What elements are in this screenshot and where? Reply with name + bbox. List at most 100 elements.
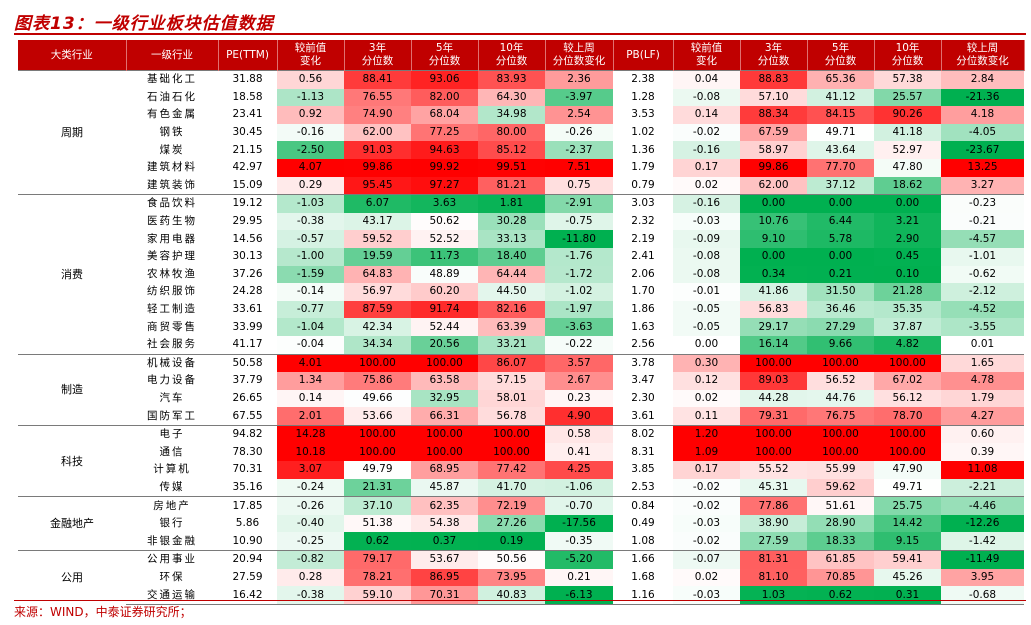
value-cell: 2.32 xyxy=(631,215,655,228)
value-cell: 37.79 xyxy=(232,374,263,387)
table-row: 钢铁 30.45 -0.16 62.00 77.25 80.00 -0.26 1.02 -0.0… xyxy=(18,123,1024,142)
industry-cell: 国防军工 xyxy=(147,409,197,422)
value-cell: 70.31 xyxy=(232,463,263,476)
table-row: 建筑装饰 15.09 0.29 95.45 97.27 81.21 0.75 0.79 0.02… xyxy=(18,176,1024,195)
industry-cell: 医药生物 xyxy=(147,215,197,228)
value-cell: 4.07 xyxy=(277,158,344,177)
value-cell: -0.08 xyxy=(673,265,740,284)
value-cell: 1.86 xyxy=(631,303,655,316)
value-cell: 67.59 xyxy=(740,123,807,142)
value-cell: -2.91 xyxy=(545,194,613,213)
value-cell: -0.26 xyxy=(277,496,344,515)
source-note: 来源：WIND，中泰证券研究所； xyxy=(14,605,192,619)
value-cell: 6.44 xyxy=(807,212,874,231)
value-cell: 49.71 xyxy=(874,478,941,497)
value-cell: 65.36 xyxy=(807,69,874,89)
value-cell: 3.27 xyxy=(941,176,1024,195)
value-cell: 58.97 xyxy=(740,141,807,159)
value-cell: 5.78 xyxy=(807,230,874,248)
value-cell: 0.34 xyxy=(740,265,807,284)
value-cell: 62.00 xyxy=(344,123,411,142)
value-cell: 0.10 xyxy=(874,265,941,284)
value-cell: 100.00 xyxy=(807,424,874,444)
value-cell: 9.66 xyxy=(807,335,874,354)
value-cell: 27.29 xyxy=(807,318,874,336)
value-cell: 0.56 xyxy=(277,69,344,89)
value-cell: 30.45 xyxy=(232,126,263,139)
value-cell: 72.19 xyxy=(478,496,545,515)
table-row: 制造 机械设备 50.58 4.01 100.00 100.00 86.07 3.57 3.78… xyxy=(18,353,1024,426)
value-cell: 0.75 xyxy=(545,176,613,195)
value-cell: 67.02 xyxy=(874,372,941,390)
value-cell: 1.79 xyxy=(631,161,655,174)
value-cell: -0.14 xyxy=(277,283,344,301)
value-cell: 100.00 xyxy=(740,443,807,462)
value-cell: 50.58 xyxy=(218,353,277,373)
value-cell: -0.03 xyxy=(673,586,740,605)
value-cell: -0.05 xyxy=(673,318,740,336)
table-row: 商贸零售 33.99 -1.04 42.34 52.44 63.39 -3.63 1.63 -0… xyxy=(18,318,1024,336)
value-cell: 0.21 xyxy=(545,568,613,587)
value-cell: 21.15 xyxy=(232,143,263,156)
value-cell: 3.03 xyxy=(613,194,673,213)
table-row: 美容护理 30.13 -1.00 19.59 11.73 18.40 -1.76 2.41 -0… xyxy=(18,247,1024,266)
value-cell: 100.00 xyxy=(411,443,478,462)
value-cell: -3.97 xyxy=(545,88,613,107)
value-cell: 38.90 xyxy=(740,514,807,533)
value-cell: 77.70 xyxy=(807,158,874,177)
industry-cell: 有色金属 xyxy=(147,108,197,121)
value-cell: 82.00 xyxy=(411,88,478,107)
value-cell: -1.00 xyxy=(277,247,344,266)
value-cell: 42.97 xyxy=(232,161,263,174)
value-cell: 50.62 xyxy=(411,212,478,231)
value-cell: 64.83 xyxy=(344,265,411,284)
value-cell: 42.34 xyxy=(344,318,411,336)
value-cell: 0.31 xyxy=(874,586,941,605)
value-cell: 70.31 xyxy=(411,586,478,605)
value-cell: 32.95 xyxy=(411,389,478,408)
value-cell: 17.85 xyxy=(218,496,277,515)
value-cell: -0.16 xyxy=(673,141,740,159)
value-cell: 0.79 xyxy=(631,178,655,191)
value-cell: 0.62 xyxy=(344,532,411,551)
value-cell: 0.19 xyxy=(478,532,545,551)
value-cell: 62.35 xyxy=(411,496,478,515)
table-row: 轻工制造 33.61 -0.77 87.59 91.74 82.16 -1.97 1.86 -0… xyxy=(18,300,1024,319)
header-cell: 一级行业 xyxy=(126,40,219,71)
table-row: 通信 78.30 10.18 100.00 100.00 100.00 0.41 8.31 1.… xyxy=(18,443,1024,462)
value-cell: -1.01 xyxy=(941,247,1024,266)
value-cell: -1.97 xyxy=(545,300,613,319)
value-cell: 2.56 xyxy=(631,338,655,351)
value-cell: 56.78 xyxy=(478,407,545,426)
value-cell: 47.90 xyxy=(874,461,941,479)
value-cell: 100.00 xyxy=(478,443,545,462)
value-cell: 55.52 xyxy=(740,461,807,479)
value-cell: -0.23 xyxy=(941,194,1024,213)
header-cell: 10年 分位数 xyxy=(874,40,942,71)
value-cell: -1.03 xyxy=(277,194,344,213)
value-cell: 76.55 xyxy=(344,88,411,107)
value-cell: 27.26 xyxy=(478,514,545,533)
value-cell: 14.28 xyxy=(277,424,344,444)
value-cell: 54.38 xyxy=(411,514,478,533)
value-cell: 10.18 xyxy=(277,443,344,462)
table-row: 医药生物 29.95 -0.38 43.17 50.62 30.28 -0.75 2.32 -0… xyxy=(18,212,1024,231)
value-cell: 59.62 xyxy=(807,478,874,497)
industry-cell: 社会服务 xyxy=(147,338,197,351)
value-cell: 41.17 xyxy=(232,338,263,351)
value-cell: 0.23 xyxy=(545,389,613,408)
value-cell: 94.63 xyxy=(411,141,478,159)
value-cell: 0.84 xyxy=(613,496,673,515)
header-cell: 大类行业 xyxy=(18,40,127,71)
value-cell: 9.10 xyxy=(740,230,807,248)
value-cell: 0.37 xyxy=(411,532,478,551)
value-cell: 0.49 xyxy=(631,517,655,530)
value-cell: 62.00 xyxy=(740,176,807,195)
value-cell: 0.00 xyxy=(874,194,941,213)
value-cell: 34.34 xyxy=(344,335,411,354)
value-cell: 4.18 xyxy=(941,106,1024,124)
value-cell: -1.76 xyxy=(545,247,613,266)
value-cell: 3.57 xyxy=(545,353,613,373)
value-cell: 44.50 xyxy=(478,283,545,301)
value-cell: -1.42 xyxy=(941,532,1024,551)
